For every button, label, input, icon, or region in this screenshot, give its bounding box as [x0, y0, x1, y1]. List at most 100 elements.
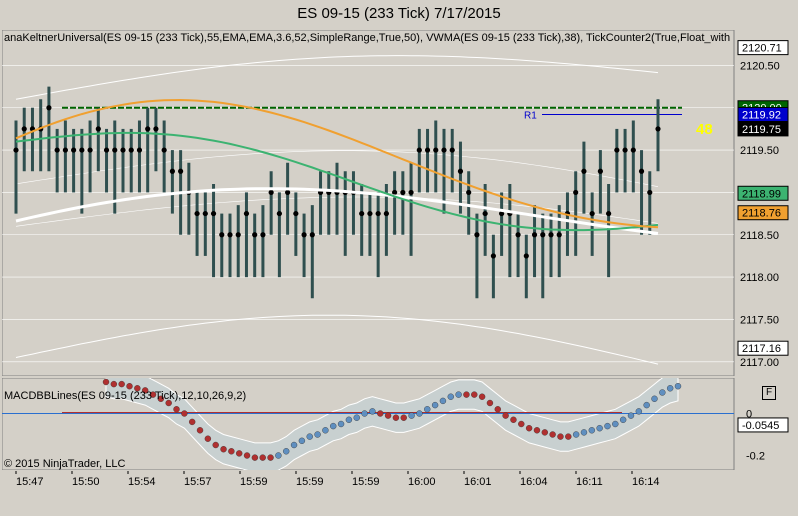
- price-bar-close: [194, 210, 200, 217]
- macd-dot: [345, 416, 353, 423]
- macd-dot: [651, 395, 658, 402]
- macd-dot: [447, 393, 454, 400]
- time-axis-label: 15:59: [296, 476, 324, 488]
- macd-dot: [549, 431, 556, 438]
- price-bar-close: [441, 147, 447, 153]
- macd-dot: [666, 385, 674, 392]
- price-bar-close: [136, 147, 143, 153]
- macd-dot: [251, 454, 259, 461]
- time-axis-labels: 15:47 15:50 15:54 15:57 15:59 15:59 15:59 16:00…: [15, 471, 660, 488]
- price-bar-close: [276, 210, 282, 217]
- price-bar-close: [474, 232, 480, 238]
- macd-dot: [384, 412, 392, 419]
- price-y-tick: 2118.00: [740, 272, 779, 284]
- macd-dot: [612, 420, 619, 428]
- macd-dot: [283, 448, 290, 455]
- price-y-tick: 2119.50: [740, 145, 779, 157]
- price-bar-close: [515, 232, 521, 238]
- time-axis-label: 15:57: [184, 476, 212, 488]
- macd-dot: [126, 382, 133, 390]
- time-axis-label: 15:59: [240, 476, 268, 488]
- macd-dot: [322, 427, 329, 434]
- window-title: ES 09-15 (233 Tick) 7/17/2015: [297, 5, 501, 22]
- vwma-line: [15, 131, 659, 232]
- macd-panel[interactable]: 0 -0.2 -0.0545 MACDBBLines(ES 09-15 (233 T…: [2, 378, 796, 470]
- time-axis-label: 16:11: [576, 476, 603, 488]
- price-panel[interactable]: 2120.502120.002119.502119.002118.502118.…: [2, 30, 796, 376]
- macd-dot: [635, 408, 643, 415]
- macd-chart[interactable]: 0 -0.2 -0.0545: [2, 378, 796, 470]
- macd-dot: [236, 450, 243, 457]
- tick-counter: 48: [696, 121, 713, 138]
- macd-dot: [306, 433, 313, 440]
- macd-properties-button[interactable]: F: [762, 386, 776, 400]
- macd-dot: [424, 406, 431, 413]
- macd-dot: [439, 397, 447, 405]
- time-axis-label: 15:54: [128, 476, 156, 488]
- price-bar-close: [293, 210, 299, 217]
- macd-dot: [431, 401, 439, 409]
- macd-dot: [330, 422, 337, 430]
- price-tag-last: 2119.75: [742, 124, 781, 136]
- macd-dot: [361, 410, 368, 417]
- macd-dot: [212, 441, 219, 449]
- macd-dot: [298, 437, 306, 444]
- price-y-tick: 2118.50: [740, 230, 779, 242]
- macd-dot: [627, 412, 635, 419]
- price-bar-close: [145, 126, 151, 132]
- macd-dot: [596, 425, 603, 432]
- price-bar-close: [606, 210, 612, 217]
- macd-dot: [533, 427, 541, 434]
- macd-dot: [604, 422, 611, 430]
- time-axis-label: 16:01: [464, 476, 492, 488]
- price-bar-close: [46, 105, 52, 111]
- price-bar-close: [466, 189, 472, 196]
- price-chart[interactable]: 2120.502120.002119.502119.002118.502118.…: [2, 30, 796, 376]
- keltner-mid-line: [15, 187, 659, 235]
- price-bar-close: [243, 210, 250, 217]
- macd-dot: [557, 433, 564, 440]
- price-bar-close: [120, 147, 126, 153]
- time-axis-label: 16:14: [632, 476, 660, 488]
- price-bar-close: [424, 147, 431, 153]
- macd-dot: [141, 387, 149, 394]
- price-tag-bottom-box: [737, 340, 789, 356]
- price-bar-close: [21, 126, 27, 132]
- price-bar-close: [103, 147, 110, 153]
- price-bar-close: [556, 232, 562, 238]
- price-bar-close: [367, 210, 373, 217]
- macd-dot: [502, 412, 509, 419]
- price-bar-close: [548, 232, 554, 238]
- price-bar-close: [268, 189, 274, 196]
- keltner-lower-band: [15, 314, 659, 365]
- macd-dot: [110, 380, 118, 388]
- scrollbar-track[interactable]: [2, 491, 796, 513]
- macd-dot: [204, 435, 212, 442]
- macd-dot: [408, 412, 415, 419]
- price-bar-close: [630, 147, 636, 153]
- price-bar-close: [95, 126, 101, 132]
- macd-dot: [478, 393, 486, 400]
- macd-dot: [157, 395, 165, 402]
- macd-dot: [572, 431, 580, 438]
- price-bar-close: [87, 147, 93, 153]
- price-bar-close: [581, 168, 587, 174]
- macd-dot: [463, 391, 470, 398]
- macd-dot: [173, 406, 180, 413]
- macd-dot: [228, 448, 235, 455]
- price-bar-close: [490, 253, 496, 259]
- price-y-tick: 2117.50: [740, 314, 779, 326]
- macd-dot: [659, 389, 666, 396]
- price-bar-close: [589, 210, 595, 217]
- price-bar-close: [416, 147, 422, 153]
- price-indicator-label: anaKeltnerUniversal(ES 09-15 (233 Tick),…: [4, 32, 731, 44]
- price-bar-close: [112, 147, 118, 153]
- macd-dot: [102, 378, 110, 386]
- price-tag-top: 2120.71: [742, 43, 782, 55]
- macd-dot: [149, 391, 157, 398]
- price-bar-close: [62, 147, 68, 153]
- price-bar-close: [457, 168, 464, 174]
- price-bar-close: [219, 232, 225, 238]
- macd-dot: [377, 410, 384, 417]
- macd-dot: [588, 427, 596, 434]
